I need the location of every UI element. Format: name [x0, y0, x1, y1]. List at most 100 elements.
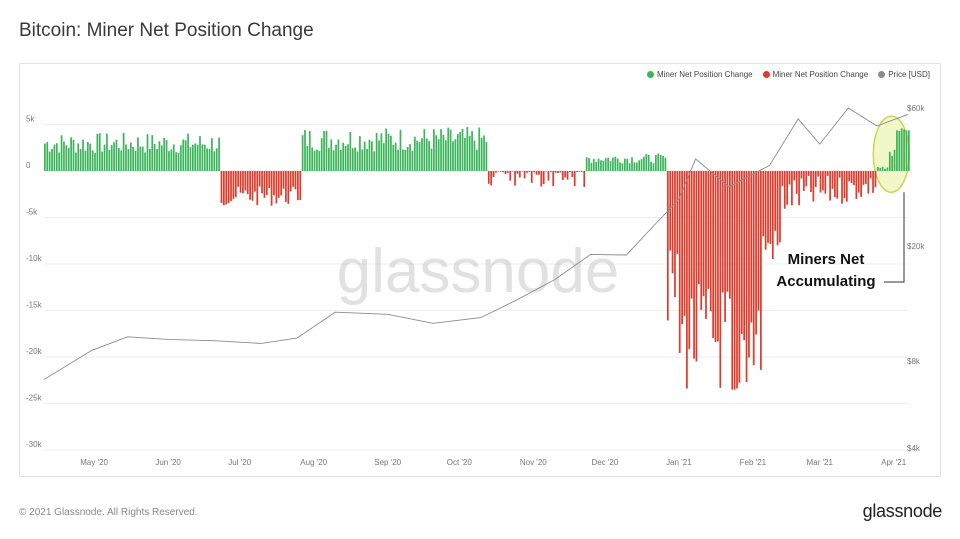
- bar: [719, 171, 722, 388]
- bar: [518, 171, 521, 178]
- bar: [373, 151, 376, 171]
- bar: [569, 171, 571, 172]
- bar: [366, 148, 368, 171]
- bar: [838, 171, 841, 178]
- y2-tick-label: $60k: [907, 104, 925, 113]
- bar: [149, 148, 151, 171]
- bar: [394, 142, 397, 171]
- bars: [44, 127, 910, 390]
- bar: [652, 163, 655, 171]
- bar: [184, 140, 187, 171]
- bar: [767, 171, 769, 243]
- bar: [120, 150, 123, 171]
- bar: [621, 163, 624, 171]
- bar: [853, 171, 855, 186]
- bar: [440, 129, 442, 171]
- bar: [428, 141, 430, 171]
- legend-item-negative[interactable]: Miner Net Position Change: [762, 70, 868, 79]
- bar: [251, 171, 254, 201]
- bar: [194, 143, 197, 171]
- annotation-line-1: Miners Net: [788, 251, 865, 268]
- bar: [499, 171, 502, 172]
- bar: [258, 171, 261, 187]
- bar: [53, 144, 56, 171]
- bar: [263, 171, 266, 198]
- bar: [330, 139, 333, 171]
- bar: [530, 171, 533, 183]
- legend-item-positive[interactable]: Miner Net Position Change: [646, 70, 753, 79]
- bar: [461, 128, 464, 171]
- bar: [213, 151, 216, 171]
- bar: [320, 138, 323, 171]
- bar: [826, 171, 829, 176]
- bar: [640, 159, 643, 171]
- bar: [721, 171, 724, 293]
- bar: [669, 171, 672, 251]
- bar: [316, 149, 318, 171]
- x-tick-label: Mar '21: [806, 458, 833, 467]
- bar: [411, 150, 414, 171]
- x-tick-label: Oct '20: [447, 458, 473, 467]
- bar: [843, 171, 846, 199]
- bar: [879, 167, 882, 171]
- bar: [397, 149, 399, 171]
- bar: [354, 147, 356, 171]
- bar: [702, 171, 705, 297]
- bar: [82, 139, 84, 171]
- bar: [113, 142, 115, 171]
- bar: [75, 152, 77, 171]
- bar: [218, 137, 220, 171]
- bar: [211, 138, 213, 171]
- bar: [542, 171, 545, 185]
- bar: [456, 134, 459, 171]
- bar: [454, 139, 457, 171]
- bar: [774, 171, 777, 231]
- bar: [232, 171, 235, 199]
- y2-tick-label: $8k: [907, 357, 921, 366]
- bar: [578, 171, 581, 172]
- bar: [60, 135, 63, 171]
- bar: [478, 127, 481, 171]
- bar: [566, 171, 569, 180]
- bar: [850, 171, 853, 184]
- bar: [764, 171, 767, 250]
- bar: [490, 171, 493, 186]
- bar: [480, 137, 483, 171]
- bar: [318, 151, 321, 171]
- bar: [628, 163, 631, 171]
- bar: [246, 171, 249, 195]
- bar: [865, 171, 867, 184]
- bar: [760, 171, 762, 370]
- bar: [781, 171, 784, 186]
- bar: [791, 171, 793, 206]
- bar: [91, 150, 94, 171]
- bar: [614, 156, 617, 171]
- bar: [98, 133, 101, 171]
- bar: [287, 171, 290, 204]
- bar: [328, 147, 330, 171]
- bar: [571, 171, 574, 178]
- bar: [581, 171, 583, 172]
- bar: [172, 144, 175, 171]
- bar: [335, 144, 337, 171]
- legend-item-price[interactable]: Price [USD]: [878, 70, 930, 79]
- bar: [242, 171, 244, 194]
- bar: [676, 171, 679, 255]
- bar: [869, 171, 872, 179]
- bar: [888, 151, 891, 171]
- bar: [325, 130, 328, 171]
- bar: [900, 128, 903, 171]
- legend-label-positive: Miner Net Position Change: [656, 70, 753, 79]
- bar: [308, 131, 311, 171]
- bar: [681, 171, 683, 324]
- bar: [674, 171, 676, 298]
- bar: [511, 171, 514, 172]
- bar: [604, 158, 607, 171]
- bar: [413, 136, 416, 171]
- bar: [141, 146, 144, 171]
- bar: [285, 171, 287, 202]
- bar: [72, 139, 75, 171]
- bar: [485, 141, 488, 171]
- bar: [249, 171, 251, 200]
- brand-logo: glassnode: [862, 501, 943, 521]
